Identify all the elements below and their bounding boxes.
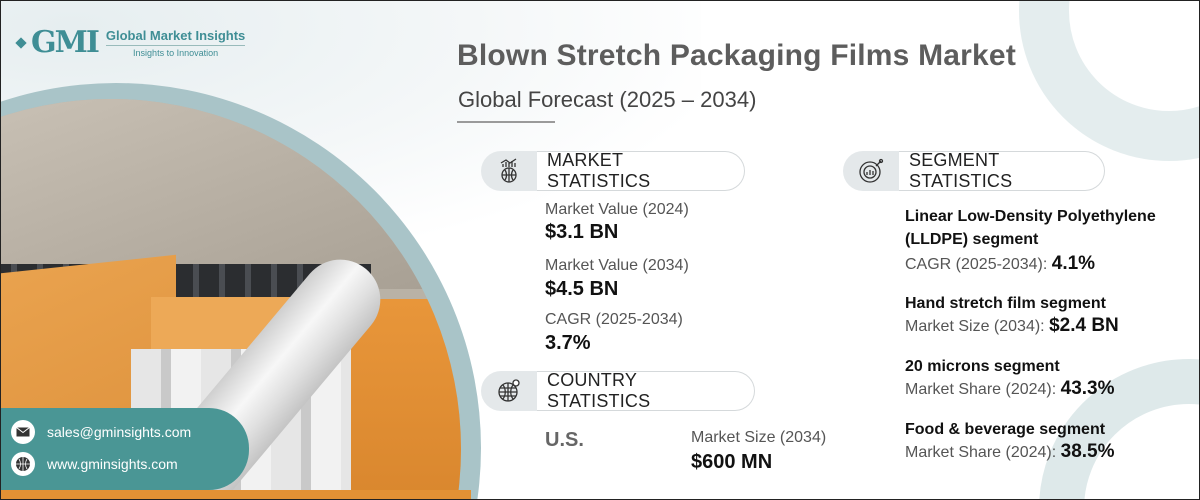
- segment-hand-stretch-metric: Market Size (2034): $2.4 BN: [905, 315, 1119, 336]
- cagr-value: 3.7%: [545, 332, 591, 354]
- envelope-icon: [11, 420, 35, 444]
- segment-food-beverage-metric: Market Share (2024): 38.5%: [905, 441, 1115, 462]
- segment-food-beverage-title: Food & beverage segment: [905, 421, 1106, 438]
- country-market-size-value: $600 MN: [691, 451, 773, 473]
- segment-hand-stretch-title: Hand stretch film segment: [905, 295, 1106, 312]
- decorative-arc-top-right: [1019, 1, 1199, 161]
- market-value-2024-label: Market Value (2024): [545, 201, 689, 218]
- segment-lldpe-value: 4.1%: [1051, 253, 1096, 274]
- brand-name: Global Market Insights: [105, 28, 246, 46]
- logo-diamond-icon: [15, 36, 27, 49]
- chart-globe-icon: [481, 151, 537, 191]
- segment-20-microns-metric: Market Share (2024): 43.3%: [905, 378, 1115, 399]
- cagr-label: CAGR (2025-2034): [545, 311, 683, 328]
- website-row[interactable]: www.gminsights.com: [11, 448, 249, 480]
- segment-food-beverage-value: 38.5%: [1060, 441, 1115, 462]
- gmi-logo[interactable]: GMI Global Market Insights Insights to I…: [15, 25, 246, 60]
- email-link[interactable]: sales@gminsights.com: [47, 424, 192, 440]
- segment-lldpe-metric: CAGR (2025-2034): 4.1%: [905, 253, 1096, 274]
- globe-pin-icon: [481, 371, 537, 411]
- segment-lldpe-title: Linear Low-Density Polyethylene (LLDPE) …: [905, 208, 1156, 248]
- segment-statistics-heading: SEGMENT STATISTICS: [899, 150, 1105, 191]
- target-chart-icon: [843, 151, 899, 191]
- market-value-2034: $4.5 BN: [545, 278, 619, 300]
- segment-20-microns-title: 20 microns segment: [905, 358, 1060, 375]
- globe-icon: [11, 452, 35, 476]
- email-row[interactable]: sales@gminsights.com: [11, 416, 249, 448]
- market-statistics-heading: MARKET STATISTICS: [537, 150, 745, 191]
- brand-tagline: Insights to Innovation: [133, 47, 219, 58]
- segment-20-microns-value: 43.3%: [1060, 378, 1115, 399]
- logo-mark: GMI: [31, 25, 100, 60]
- country-statistics-header: COUNTRY STATISTICS: [481, 370, 755, 411]
- page-title: Blown Stretch Packaging Films Market: [457, 39, 1017, 72]
- segment-statistics-header: SEGMENT STATISTICS: [843, 150, 1105, 191]
- bottom-accent-strip: [1, 490, 471, 499]
- market-value-2034-label: Market Value (2034): [545, 257, 689, 274]
- country-market-size-label: Market Size (2034): [691, 429, 827, 446]
- country-name: U.S.: [545, 429, 584, 451]
- contact-panel: sales@gminsights.com www.gminsights.com: [1, 408, 249, 490]
- market-value-2024: $3.1 BN: [545, 221, 619, 243]
- market-statistics-header: MARKET STATISTICS: [481, 150, 745, 191]
- segment-hand-stretch-value: $2.4 BN: [1049, 315, 1119, 336]
- page-subtitle: Global Forecast (2025 – 2034): [458, 87, 757, 112]
- country-statistics-heading: COUNTRY STATISTICS: [537, 370, 755, 411]
- website-link[interactable]: www.gminsights.com: [47, 456, 178, 472]
- divider: [457, 121, 555, 123]
